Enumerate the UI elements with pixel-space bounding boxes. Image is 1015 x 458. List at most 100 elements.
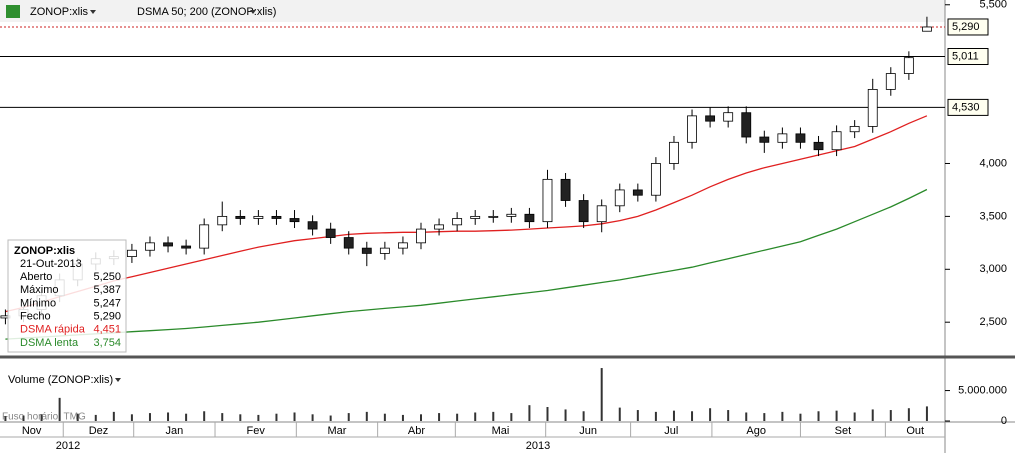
x-tick-label: Fev	[247, 425, 266, 437]
info-label: Fecho	[20, 311, 51, 323]
info-date: 21-Out-2013	[20, 258, 82, 270]
info-label: Mínimo	[20, 297, 56, 309]
candle-body	[632, 189, 643, 196]
x-tick-label: Abr	[408, 425, 425, 437]
toolbar	[0, 0, 945, 22]
info-value: 3,754	[93, 337, 121, 349]
candle-body	[705, 115, 716, 122]
info-value: 5,247	[93, 297, 121, 309]
y-tick-label: 2,500	[979, 316, 1007, 328]
candle-body	[416, 228, 426, 244]
candle-body	[253, 215, 264, 219]
candle-body	[795, 133, 806, 143]
x-tick-label: Nov	[22, 425, 42, 437]
candle-body	[669, 141, 679, 164]
candle-body	[343, 237, 354, 249]
y-tick-label: 5,500	[979, 0, 1007, 11]
info-value: 5,250	[93, 271, 121, 283]
moving-average	[5, 188, 928, 340]
x-tick-label: Jan	[165, 425, 183, 437]
info-value: 5,290	[93, 311, 121, 323]
info-label: DSMA lenta	[20, 337, 79, 349]
candle-body	[650, 163, 661, 196]
timezone: Fuso horário: TMG	[2, 412, 86, 423]
candle-body	[524, 213, 535, 223]
price-label-box	[947, 98, 989, 116]
candle-body	[289, 218, 300, 223]
info-frame	[7, 239, 127, 353]
price-label-box	[947, 48, 989, 66]
info-value: 5,387	[93, 284, 121, 296]
price-label: 5,290	[952, 21, 980, 33]
candle-body	[903, 57, 914, 74]
x-tick-label: Set	[835, 425, 852, 437]
symbol[interactable]: ZONOP:xlis	[30, 6, 89, 18]
y-tick-label: 3,000	[979, 263, 1007, 275]
x-tick-label: Out	[906, 425, 924, 437]
price-label-box	[947, 18, 989, 36]
candle-body	[813, 141, 824, 151]
candle-body	[777, 133, 788, 143]
y-tick-label: 4,000	[979, 157, 1007, 169]
candle-body	[741, 112, 752, 138]
year-label: 2012	[56, 440, 80, 452]
candle-body	[398, 242, 408, 249]
x-tick-label: Jun	[579, 425, 597, 437]
info-label: DSMA rápida	[20, 324, 86, 336]
x-tick-label: Ago	[746, 425, 766, 437]
info-title: ZONOP:xlis	[14, 245, 75, 257]
candle-body	[614, 189, 625, 207]
info-label: Aberto	[20, 271, 52, 283]
info-label: Máximo	[20, 284, 59, 296]
candle-body	[361, 247, 372, 254]
candle-body	[596, 205, 607, 223]
candle-body	[126, 249, 137, 257]
candle-body	[217, 215, 228, 226]
candle-body	[163, 242, 173, 247]
x-tick-label: Mar	[328, 425, 347, 437]
candle-body	[542, 178, 553, 223]
candle-body	[488, 215, 499, 218]
symbol-icon	[6, 5, 20, 18]
candle-body	[325, 228, 336, 238]
candle-body	[578, 200, 589, 223]
candle-body	[235, 215, 246, 219]
y-tick-label: 0	[1001, 415, 1007, 427]
x-tick-label: Jul	[664, 425, 678, 437]
moving-average	[5, 115, 928, 313]
candle-body	[506, 213, 517, 217]
x-tick-label: Mai	[492, 425, 510, 437]
volume-title[interactable]: Volume (ZONOP:xlis)	[8, 374, 113, 386]
y-tick-label: 5.000.000	[958, 384, 1007, 396]
candle-body	[307, 221, 318, 230]
candle-body	[199, 224, 210, 249]
info-value: 4,451	[93, 324, 121, 336]
candle-body	[831, 131, 842, 151]
candle-body	[922, 26, 932, 32]
price-label: 5,011	[952, 50, 979, 62]
candle-body	[759, 136, 770, 143]
candle-body	[145, 242, 155, 251]
year-label: 2013	[526, 440, 550, 452]
candle-body	[181, 245, 192, 249]
candle-body	[885, 73, 896, 90]
candle-body	[470, 215, 481, 219]
candle-body	[723, 112, 734, 122]
candle-body	[434, 224, 444, 230]
candle-body	[379, 247, 390, 254]
candle-body	[271, 215, 282, 219]
info-box: ZONOP:xlis 21-Out-2013 Aberto 5,250 Máximo…	[7, 239, 127, 353]
x-tick-label: Dez	[89, 425, 109, 437]
indicator[interactable]: DSMA 50; 200 (ZONOP:xlis)	[137, 6, 276, 18]
candle-body	[687, 115, 697, 143]
candle-body	[867, 89, 878, 127]
y-tick-label: 3,500	[979, 210, 1007, 222]
candle-body	[452, 218, 463, 226]
candle-body	[560, 178, 571, 201]
candle-body	[849, 126, 860, 133]
price-label: 4,530	[952, 101, 980, 113]
